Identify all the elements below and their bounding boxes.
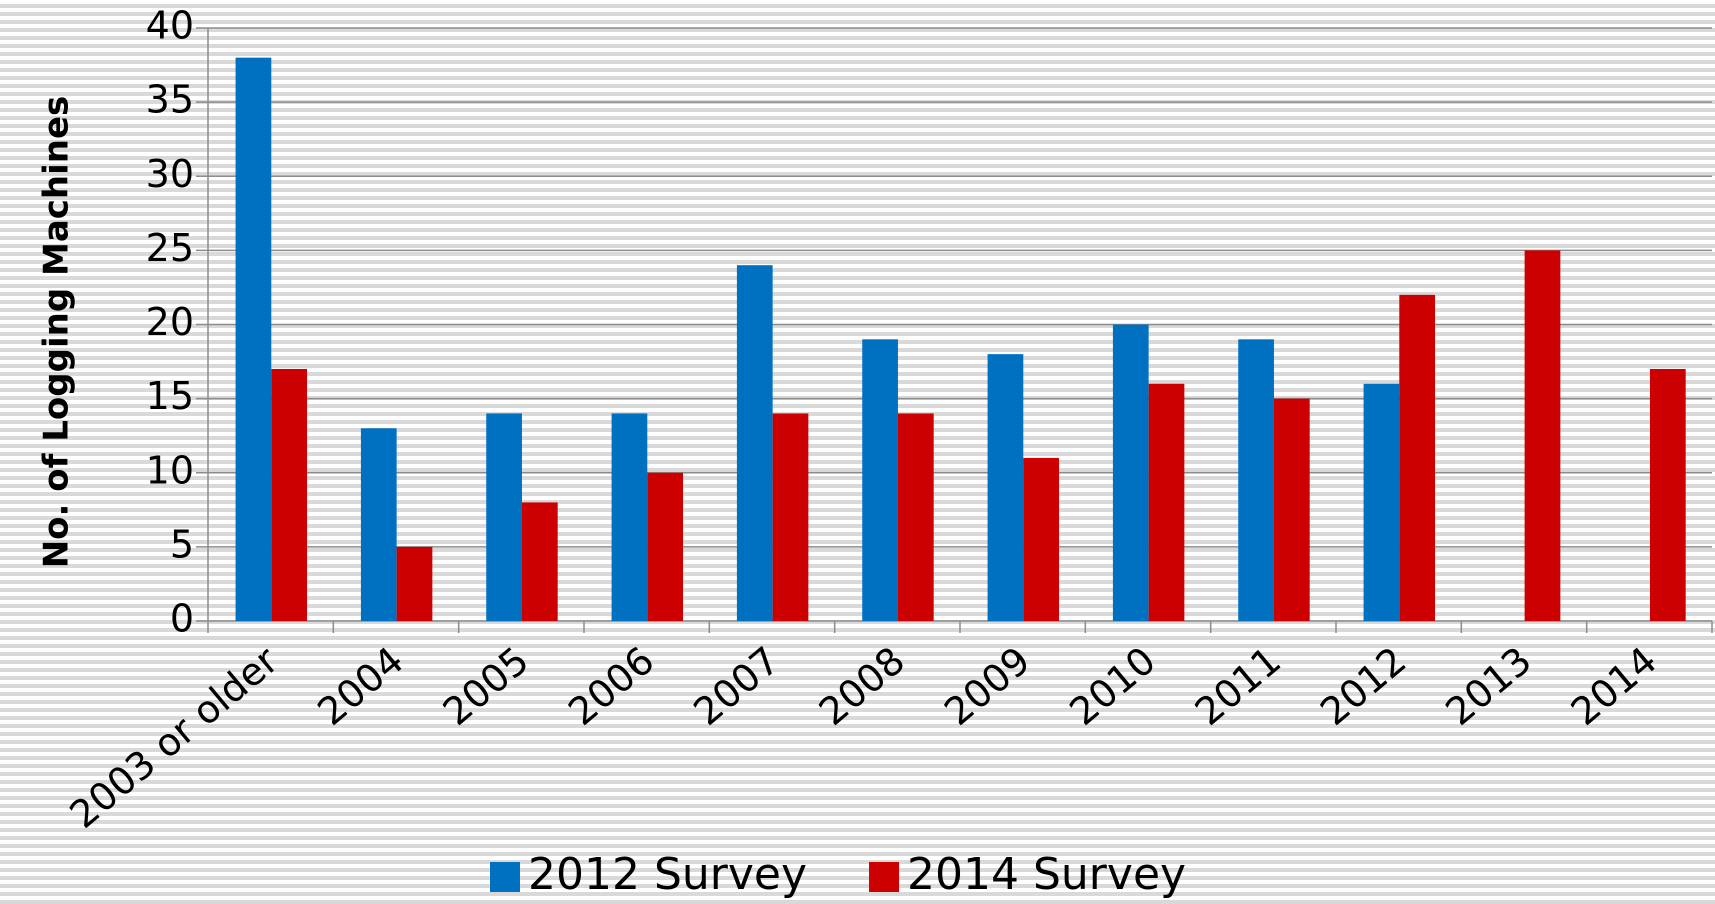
- bar: [1273, 398, 1310, 621]
- bar: [772, 413, 809, 621]
- bar: [647, 472, 684, 621]
- x-tick-label: 2010: [1061, 638, 1163, 734]
- y-tick-label: 5: [170, 522, 194, 566]
- x-tick-label: 2004: [309, 638, 411, 734]
- y-axis-title: No. of Logging Machines: [37, 96, 77, 569]
- y-tick-label: 35: [146, 78, 194, 122]
- bar: [486, 413, 522, 621]
- bar: [235, 57, 272, 621]
- bar: [1649, 368, 1686, 621]
- bar: [1148, 383, 1185, 621]
- legend-label: 2014 Survey: [907, 849, 1186, 900]
- legend-swatch: [490, 862, 520, 892]
- legend-swatch: [869, 862, 900, 892]
- bar: [1238, 339, 1274, 621]
- bar: [1399, 294, 1436, 621]
- x-tick-label: 2008: [811, 638, 913, 734]
- bar: [271, 368, 308, 621]
- bar: [1363, 383, 1400, 621]
- x-tick-label: 2009: [936, 638, 1038, 734]
- x-tick-label: 2013: [1437, 638, 1539, 734]
- y-tick-label: 25: [146, 226, 194, 270]
- x-tick-label: 2005: [435, 638, 537, 734]
- y-tick-label: 30: [146, 152, 194, 196]
- bar: [897, 413, 934, 621]
- x-tick-label: 2014: [1563, 638, 1665, 734]
- legend-label: 2012 Survey: [528, 849, 807, 900]
- bar: [862, 339, 898, 621]
- x-tick-label: 2011: [1187, 638, 1289, 734]
- bar: [1112, 324, 1149, 621]
- bar: [396, 546, 433, 621]
- x-tick-label: 2006: [560, 638, 662, 734]
- bar: [1524, 250, 1561, 621]
- y-tick-label: 15: [146, 374, 194, 418]
- x-tick-label: 2003 or older: [62, 638, 287, 837]
- bar: [987, 354, 1024, 621]
- x-tick-label: 2007: [685, 638, 787, 734]
- y-tick-label: 40: [146, 4, 194, 48]
- bar: [1023, 457, 1060, 621]
- bar: [521, 502, 558, 621]
- y-tick-label: 20: [146, 300, 194, 344]
- y-tick-label: 10: [146, 448, 194, 492]
- bar: [611, 413, 648, 621]
- x-tick-label: 2012: [1312, 638, 1414, 734]
- bar: [360, 428, 397, 621]
- y-tick-label: 0: [170, 597, 194, 641]
- bar: [736, 265, 773, 621]
